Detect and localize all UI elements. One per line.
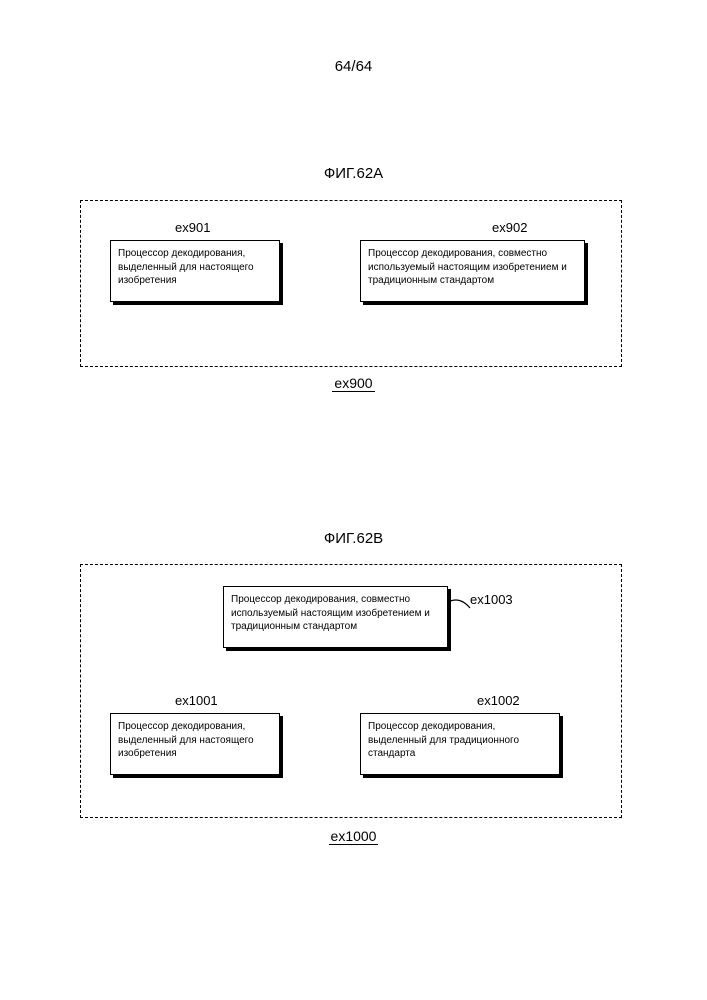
box-901-label: ex901	[175, 220, 210, 235]
figure-b-group-label: ex1000	[0, 828, 707, 844]
page: 64/64 ФИГ.62A ex901 Процессор декодирова…	[0, 0, 707, 1000]
figure-b-group-label-text: ex1000	[329, 828, 379, 845]
leader-line-1003	[448, 598, 472, 612]
box-1002-label: ex1002	[477, 693, 520, 708]
box-1001-label: ex1001	[175, 693, 218, 708]
figure-b-title: ФИГ.62B	[0, 530, 707, 547]
box-901: Процессор декодирования, выделенный для …	[110, 240, 280, 302]
figure-a-group-label: ex900	[0, 375, 707, 391]
figure-a-title: ФИГ.62A	[0, 165, 707, 182]
box-902-label: ex902	[492, 220, 527, 235]
figure-a-group-label-text: ex900	[332, 375, 374, 392]
page-number: 64/64	[0, 58, 707, 75]
box-902: Процессор декодирования, совместно испол…	[360, 240, 585, 302]
box-1003: Процессор декодирования, совместно испол…	[223, 586, 448, 648]
box-1003-label: ex1003	[470, 592, 513, 607]
box-1001: Процессор декодирования, выделенный для …	[110, 713, 280, 775]
box-1002: Процессор декодирования, выделенный для …	[360, 713, 560, 775]
